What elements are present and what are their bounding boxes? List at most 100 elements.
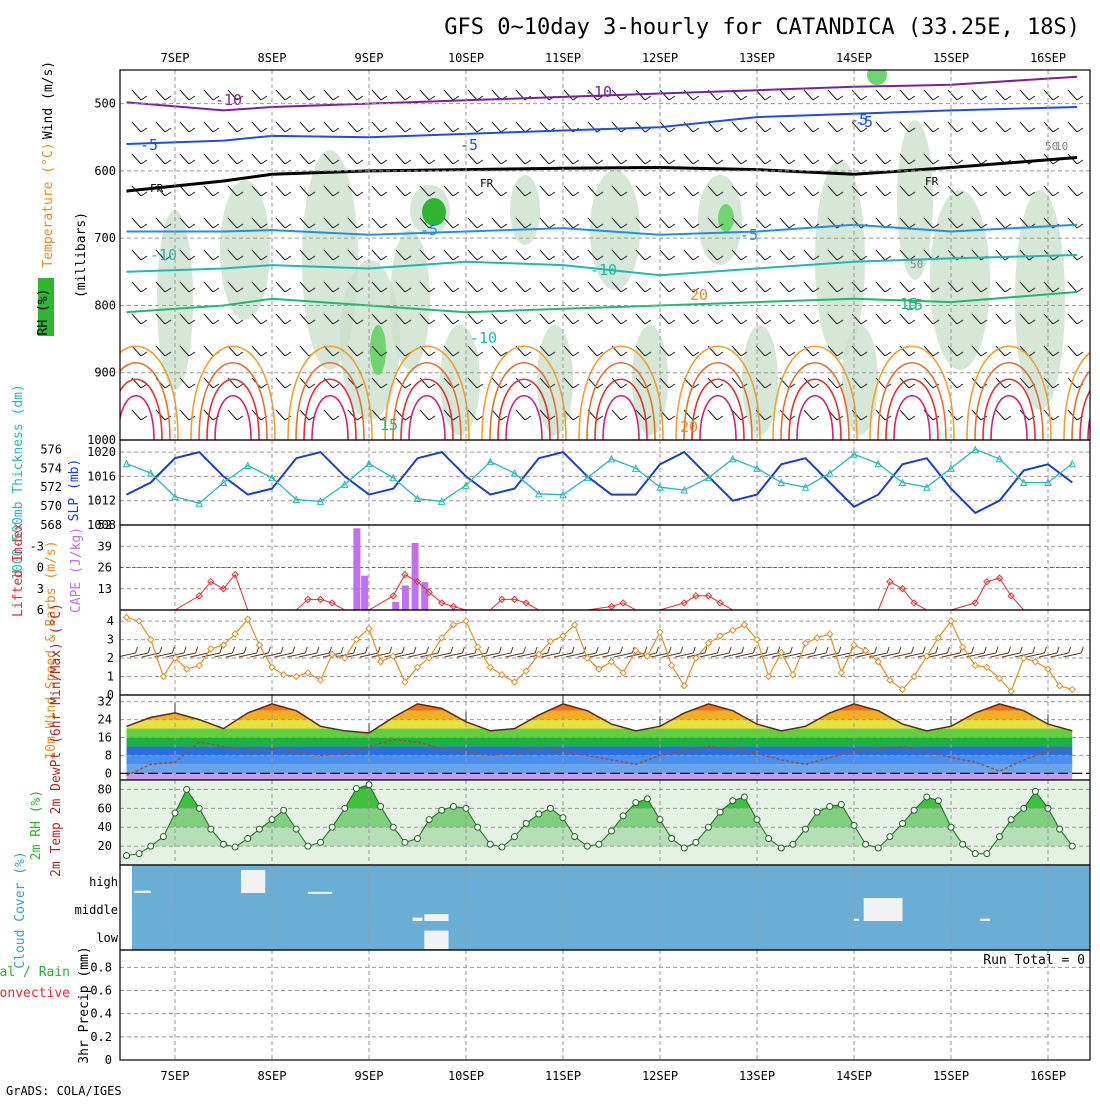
millibars-axis-label: (millibars) xyxy=(74,212,89,298)
rh-point xyxy=(777,844,785,852)
wind-barb xyxy=(803,153,814,165)
warm-isotherm xyxy=(505,395,543,440)
wind-barb xyxy=(308,255,316,261)
wind10m-barb xyxy=(747,652,767,658)
wind-barb xyxy=(419,313,430,325)
wind10m-barb xyxy=(644,646,648,654)
rh-point xyxy=(159,833,167,841)
wind-barb xyxy=(236,159,244,165)
cape-tick: 52 xyxy=(98,518,112,532)
wind-barb xyxy=(620,287,628,293)
wind10m-barb xyxy=(699,652,718,658)
thickness-point xyxy=(850,450,858,458)
wind-barb xyxy=(1004,287,1012,293)
wind-barb xyxy=(539,345,550,357)
wind-barb xyxy=(332,351,340,357)
wind10m-point xyxy=(583,654,591,662)
thickness-line xyxy=(126,448,1073,505)
wind-barb xyxy=(908,159,916,165)
wind-barb xyxy=(452,415,460,421)
contour-label: -5 xyxy=(855,113,873,131)
rh-tick: 80 xyxy=(98,782,112,796)
lifted-index-point xyxy=(401,570,409,579)
wind-barb xyxy=(131,153,142,165)
lifted-index-point xyxy=(704,592,713,600)
wind-barb xyxy=(284,95,292,101)
thickness-point xyxy=(462,481,470,489)
rh-point xyxy=(959,840,967,848)
wind-barb xyxy=(404,159,412,165)
wind-barb xyxy=(1052,127,1060,133)
wind-barb xyxy=(323,409,334,421)
pressure-tick: 700 xyxy=(94,231,116,245)
thickness-point xyxy=(1019,478,1028,486)
wind-barb xyxy=(1076,127,1084,133)
wind-barb xyxy=(731,121,742,133)
warm-isotherm xyxy=(400,378,454,440)
wind-barb xyxy=(779,217,790,229)
wind-barb xyxy=(491,313,502,325)
wind-barb xyxy=(635,249,646,261)
day-label-bottom: 14SEP xyxy=(836,1069,872,1083)
wind-barb xyxy=(1076,95,1084,101)
wind-barb xyxy=(956,159,964,165)
rh-point xyxy=(147,842,155,850)
wind-barb xyxy=(668,223,676,229)
wind-barb xyxy=(347,185,358,197)
wind-barb xyxy=(491,345,502,357)
wind-barb xyxy=(491,121,502,133)
wind-barb xyxy=(404,127,412,133)
wind-barb xyxy=(323,313,334,325)
wind-barb xyxy=(956,351,964,357)
wind-barb xyxy=(332,415,340,421)
wind-barb xyxy=(284,255,292,261)
cape-bar xyxy=(411,542,419,610)
rh-shading xyxy=(590,170,640,290)
wind-barb xyxy=(452,255,460,261)
wind-barb xyxy=(572,255,580,261)
wind-barb xyxy=(731,377,742,389)
wind-barb xyxy=(1067,345,1078,357)
wind-barb xyxy=(572,415,580,421)
wind-barb xyxy=(1004,415,1012,421)
wind-barb xyxy=(812,287,820,293)
wind-barb xyxy=(164,255,172,261)
rh-point xyxy=(511,833,518,841)
thickness-point xyxy=(559,490,567,499)
wind-barb xyxy=(995,121,1006,133)
wind-barb xyxy=(683,313,694,325)
wind-barb xyxy=(1067,121,1078,133)
wind-barb xyxy=(956,223,964,229)
wind-barb xyxy=(1052,159,1060,165)
wind-barb xyxy=(644,223,652,229)
wind10m-point xyxy=(764,672,773,681)
wind-barb xyxy=(611,121,622,133)
wind10m-barb xyxy=(329,646,332,654)
wind10m-barb xyxy=(886,646,890,654)
cape-bar xyxy=(361,575,369,610)
warm-isotherm xyxy=(586,362,656,440)
wind-barb xyxy=(1067,313,1078,325)
wind10m-point xyxy=(316,676,325,684)
lifted-index-point xyxy=(910,599,918,607)
wind-barb xyxy=(284,287,292,293)
wind-barb xyxy=(659,249,670,261)
precip-tick: 0.8 xyxy=(90,960,112,974)
wind-barb xyxy=(731,249,742,261)
wind10m-barb xyxy=(595,646,599,654)
rh-point xyxy=(789,840,797,848)
wind-barb xyxy=(1052,191,1060,197)
warm-isotherm xyxy=(295,362,365,440)
wind-barb xyxy=(260,351,268,357)
wind-barb xyxy=(299,281,310,293)
wind-barb xyxy=(164,191,172,197)
wind-barb xyxy=(899,249,910,261)
wind10m-barb xyxy=(922,646,926,654)
rh-point xyxy=(183,785,191,793)
wind-barb xyxy=(668,255,676,261)
wind-barb xyxy=(716,191,724,197)
wind10m-point xyxy=(995,674,1004,683)
wind-barb xyxy=(452,319,460,325)
chart-title: GFS 0~10day 3-hourly for CATANDICA (33.2… xyxy=(444,15,1080,40)
wind10m-barb xyxy=(541,652,560,658)
